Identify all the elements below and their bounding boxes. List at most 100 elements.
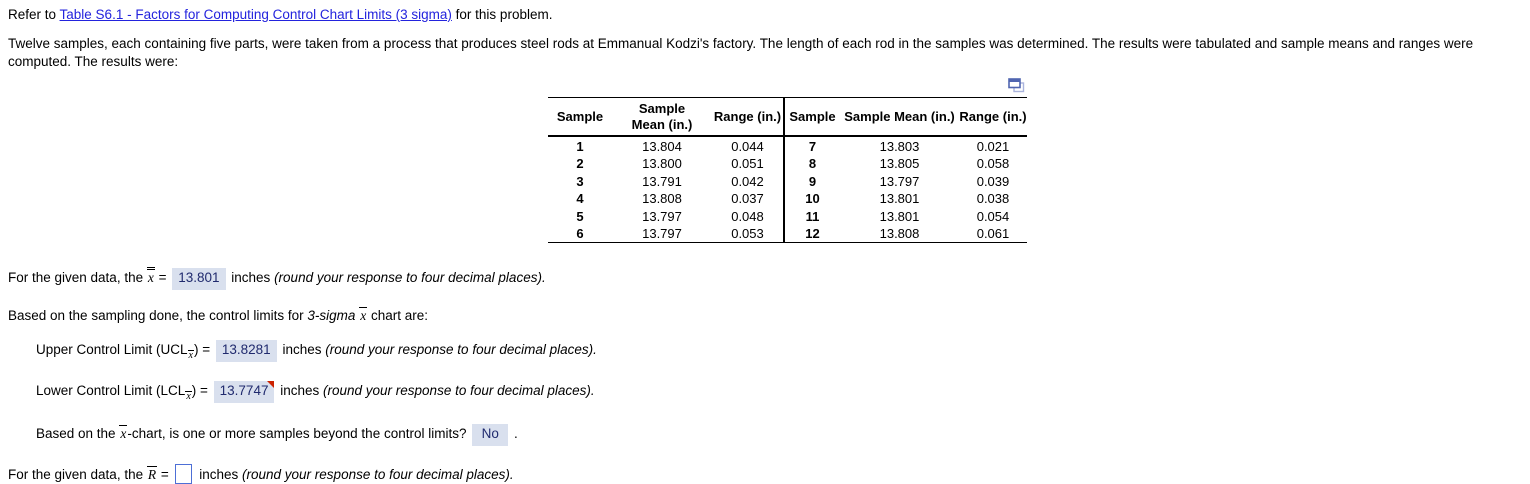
cell-range: 0.021 <box>976 138 1010 154</box>
lcl-label-after: ) = <box>191 383 212 399</box>
ucl-hint: (round your response to four decimal pla… <box>325 342 597 358</box>
limits-intro-suffix: chart are: <box>367 308 428 324</box>
cell-sample: 11 <box>783 207 840 225</box>
lcl-label: Lower Control Limit (LCL <box>36 383 186 399</box>
cell-mean: 13.797 <box>612 224 712 244</box>
ucl-unit: inches <box>278 342 326 358</box>
rbar-prefix: For the given data, the <box>8 466 147 482</box>
cell-sample: 7 <box>783 136 840 155</box>
cell-sample: 5 <box>576 208 584 224</box>
ucl-label: Upper Control Limit (UCL <box>36 342 188 358</box>
beyond-answer-dropdown[interactable]: No <box>472 423 509 446</box>
table-row: 5 13.797 0.048 11 13.801 0.054 <box>548 207 1027 225</box>
header-mean-left-line1: Sample <box>638 101 686 117</box>
cell-mean: 13.801 <box>879 208 920 224</box>
corrected-flag-icon <box>267 381 275 389</box>
xbarbar-unit: inches <box>227 270 275 286</box>
header-sample-right: Sample <box>783 97 840 138</box>
cell-range: 0.042 <box>731 173 764 189</box>
ucl-subscript: x <box>187 349 194 361</box>
x-bar-symbol: x <box>119 424 128 441</box>
cell-range: 0.061 <box>959 224 1027 244</box>
cell-mean: 13.808 <box>840 224 959 244</box>
cell-range: 0.039 <box>976 173 1010 189</box>
cell-mean: 13.801 <box>879 191 920 207</box>
beyond-prefix: Based on the <box>36 425 120 441</box>
cell-sample: 3 <box>576 173 584 189</box>
samples-table-zone: Sample Sample Mean (in.) Range (in.) Samp… <box>548 78 1027 244</box>
ucl-answer[interactable]: 13.8281 <box>215 340 277 363</box>
cell-mean: 13.797 <box>642 208 682 224</box>
table-row: 1 13.804 0.044 7 13.803 0.021 <box>548 136 1027 155</box>
lcl-subscript: x <box>185 390 192 402</box>
copy-table-icon[interactable] <box>1008 78 1025 93</box>
xbarbar-hint: (round your response to four decimal pla… <box>274 270 546 286</box>
table-row: 2 13.800 0.051 8 13.805 0.058 <box>548 154 1027 173</box>
x-double-bar-symbol: x <box>146 267 155 285</box>
cell-mean: 13.808 <box>642 191 682 207</box>
cell-sample: 4 <box>576 191 584 207</box>
header-range-right: Range (in.) <box>959 97 1027 138</box>
ucl-line: Upper Control Limit (UCLx) = 13.8281 inc… <box>36 340 1522 363</box>
lcl-answer-value: 13.7747 <box>219 383 269 399</box>
xbarbar-prefix: For the given data, the <box>8 270 147 286</box>
cell-range: 0.051 <box>731 156 764 172</box>
cell-range: 0.048 <box>731 208 764 224</box>
header-sample-left: Sample <box>548 97 612 138</box>
refer-prefix: Refer to <box>8 7 60 22</box>
rbar-line: For the given data, the R = inches (roun… <box>8 463 1522 484</box>
cell-sample: 1 <box>576 138 584 154</box>
cell-range: 0.053 <box>712 224 784 244</box>
cell-mean: 13.804 <box>642 138 682 154</box>
cell-range: 0.058 <box>976 156 1010 172</box>
limits-intro-line: Based on the sampling done, the control … <box>8 307 1522 325</box>
lcl-answer[interactable]: 13.7747 <box>213 381 275 403</box>
ucl-label-after: ) = <box>194 342 214 358</box>
table-row: 6 13.797 0.053 12 13.808 0.061 <box>548 224 1027 244</box>
rbar-input[interactable] <box>175 463 193 484</box>
problem-statement: Twelve samples, each containing five par… <box>8 36 1474 70</box>
rbar-unit: inches <box>195 466 243 482</box>
xbarbar-answer[interactable]: 13.801 <box>172 268 226 291</box>
rbar-hint: (round your response to four decimal pla… <box>242 466 514 482</box>
x-bar-symbol: x <box>187 349 194 361</box>
samples-table: Sample Sample Mean (in.) Range (in.) Samp… <box>548 97 1027 244</box>
cell-range: 0.044 <box>731 138 764 154</box>
cell-sample: 12 <box>783 224 840 244</box>
header-mean-left-line2: Mean (in.) <box>631 116 693 132</box>
header-mean-right: Sample Mean (in.) <box>840 97 959 138</box>
x-bar-symbol: x <box>359 307 368 324</box>
cell-mean: 13.803 <box>879 138 920 154</box>
header-range-left: Range (in.) <box>712 97 784 138</box>
beyond-period: . <box>510 425 518 441</box>
table-row: 3 13.791 0.042 9 13.797 0.039 <box>548 172 1027 190</box>
cell-range: 0.054 <box>976 208 1010 224</box>
refer-suffix: for this problem. <box>451 7 553 22</box>
answers-section: For the given data, the x = 13.801 inche… <box>8 267 1522 484</box>
cell-sample: 6 <box>548 224 612 244</box>
table-header-row: Sample Sample Mean (in.) Range (in.) Samp… <box>548 97 1027 138</box>
cell-sample: 9 <box>783 172 840 190</box>
cell-range: 0.037 <box>731 191 764 207</box>
cell-sample: 8 <box>783 154 840 173</box>
r-bar-symbol: R <box>146 465 158 482</box>
xbarbar-line: For the given data, the x = 13.801 inche… <box>8 267 1522 291</box>
lcl-line: Lower Control Limit (LCLx) = 13.7747 inc… <box>36 381 1522 403</box>
refer-line: Refer to Table S6.1 - Factors for Comput… <box>8 7 1522 22</box>
header-mean-left: Sample Mean (in.) <box>612 97 712 138</box>
cell-mean: 13.805 <box>879 156 920 172</box>
beyond-suffix: -chart, is one or more samples beyond th… <box>127 425 471 441</box>
cell-mean: 13.800 <box>642 156 682 172</box>
x-bar-symbol: x <box>185 390 192 402</box>
limits-intro-prefix: Based on the sampling done, the control … <box>8 308 308 324</box>
cell-mean: 13.791 <box>642 173 682 189</box>
beyond-limits-line: Based on the x-chart, is one or more sam… <box>36 423 1522 446</box>
limits-intro-italic: 3-sigma <box>307 308 360 324</box>
cell-sample: 10 <box>783 189 840 208</box>
table-s61-link[interactable]: Table S6.1 - Factors for Computing Contr… <box>59 7 452 22</box>
rbar-equals: = <box>157 466 173 482</box>
table-row: 4 13.808 0.037 10 13.801 0.038 <box>548 189 1027 208</box>
cell-mean: 13.797 <box>879 173 920 189</box>
lcl-hint: (round your response to four decimal pla… <box>323 383 595 399</box>
